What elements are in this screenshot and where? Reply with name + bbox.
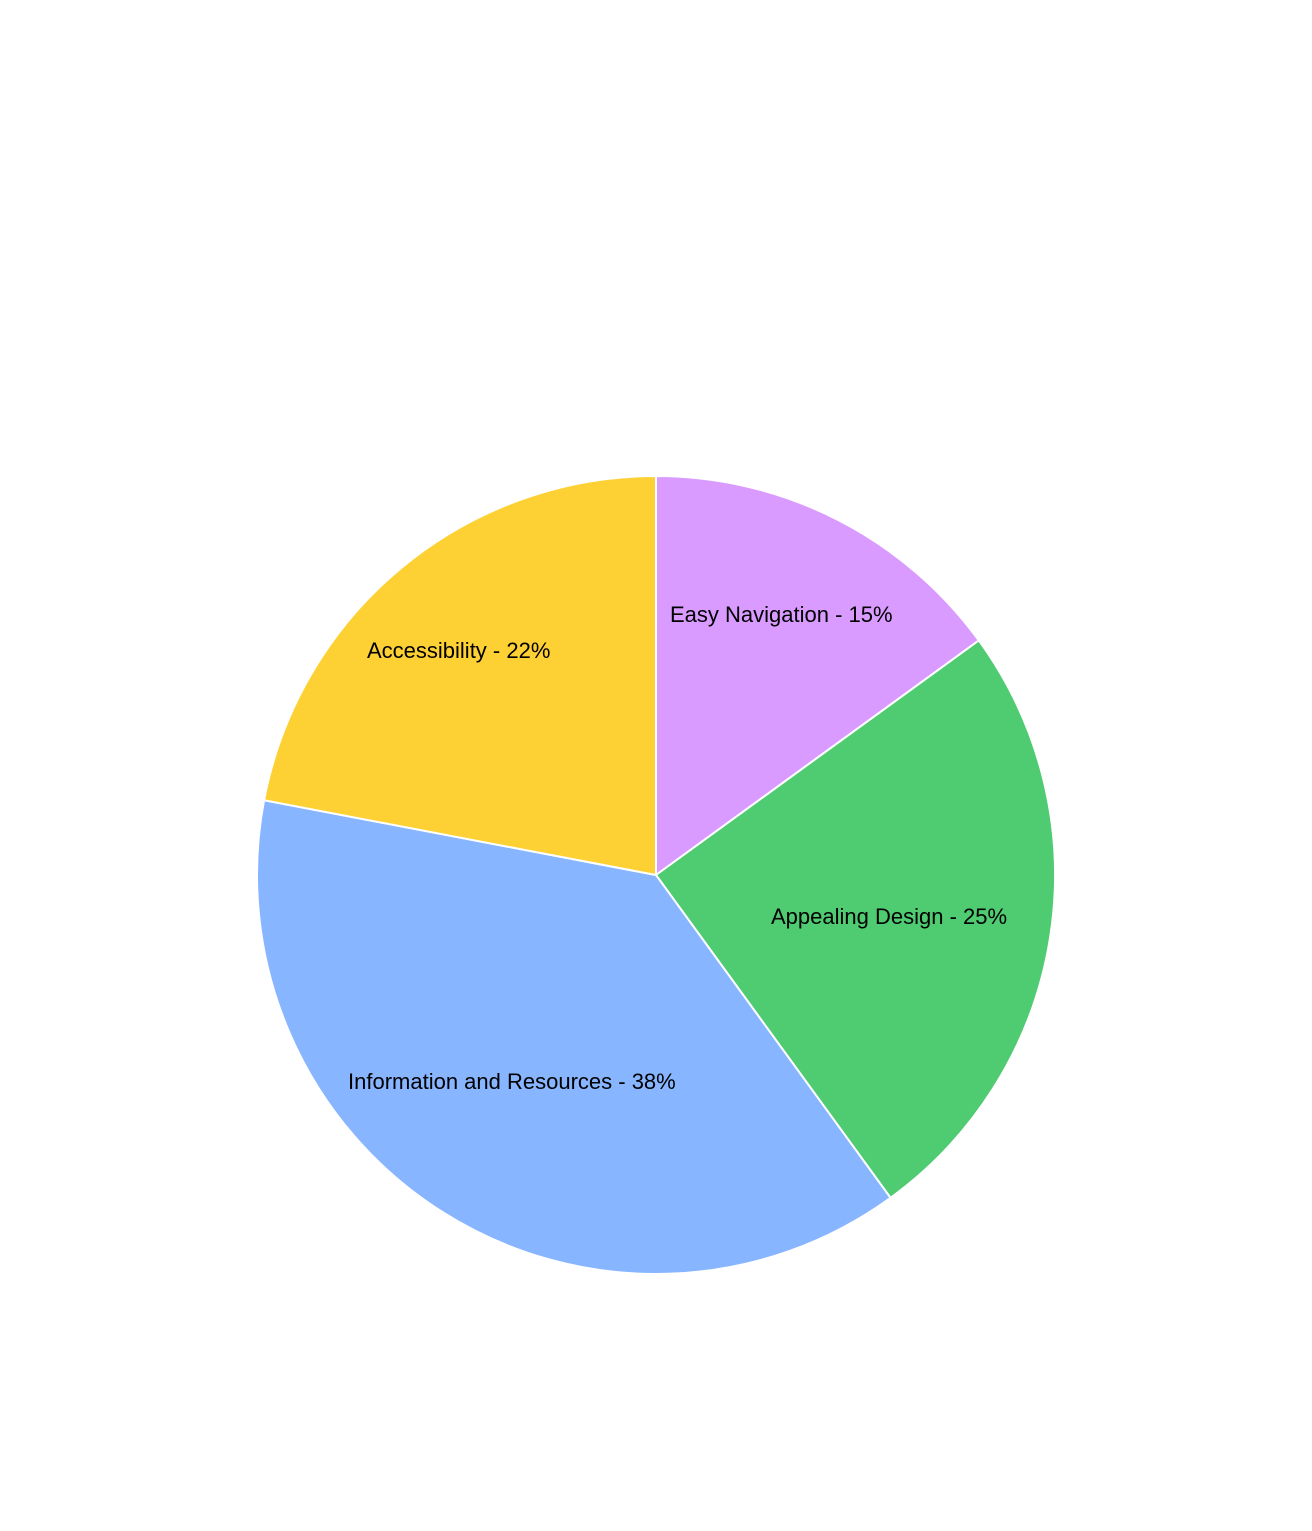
slice-label-accessibility: Accessibility - 22%: [367, 638, 550, 663]
pie-slice-accessibility: [262, 474, 657, 877]
pie-slices: [256, 474, 1056, 1275]
slice-label-information-and-resources: Information and Resources - 38%: [348, 1069, 676, 1094]
pie-slice-easy-navigation: [655, 474, 981, 877]
pie-slice-information-and-resources: [256, 799, 892, 1275]
pie-labels: Easy Navigation - 15% Appealing Design -…: [348, 602, 1007, 1094]
slice-label-easy-navigation: Easy Navigation - 15%: [670, 602, 893, 627]
slice-label-appealing-design: Appealing Design - 25%: [771, 904, 1007, 929]
pie-slice-appealing-design: [654, 639, 1056, 1200]
